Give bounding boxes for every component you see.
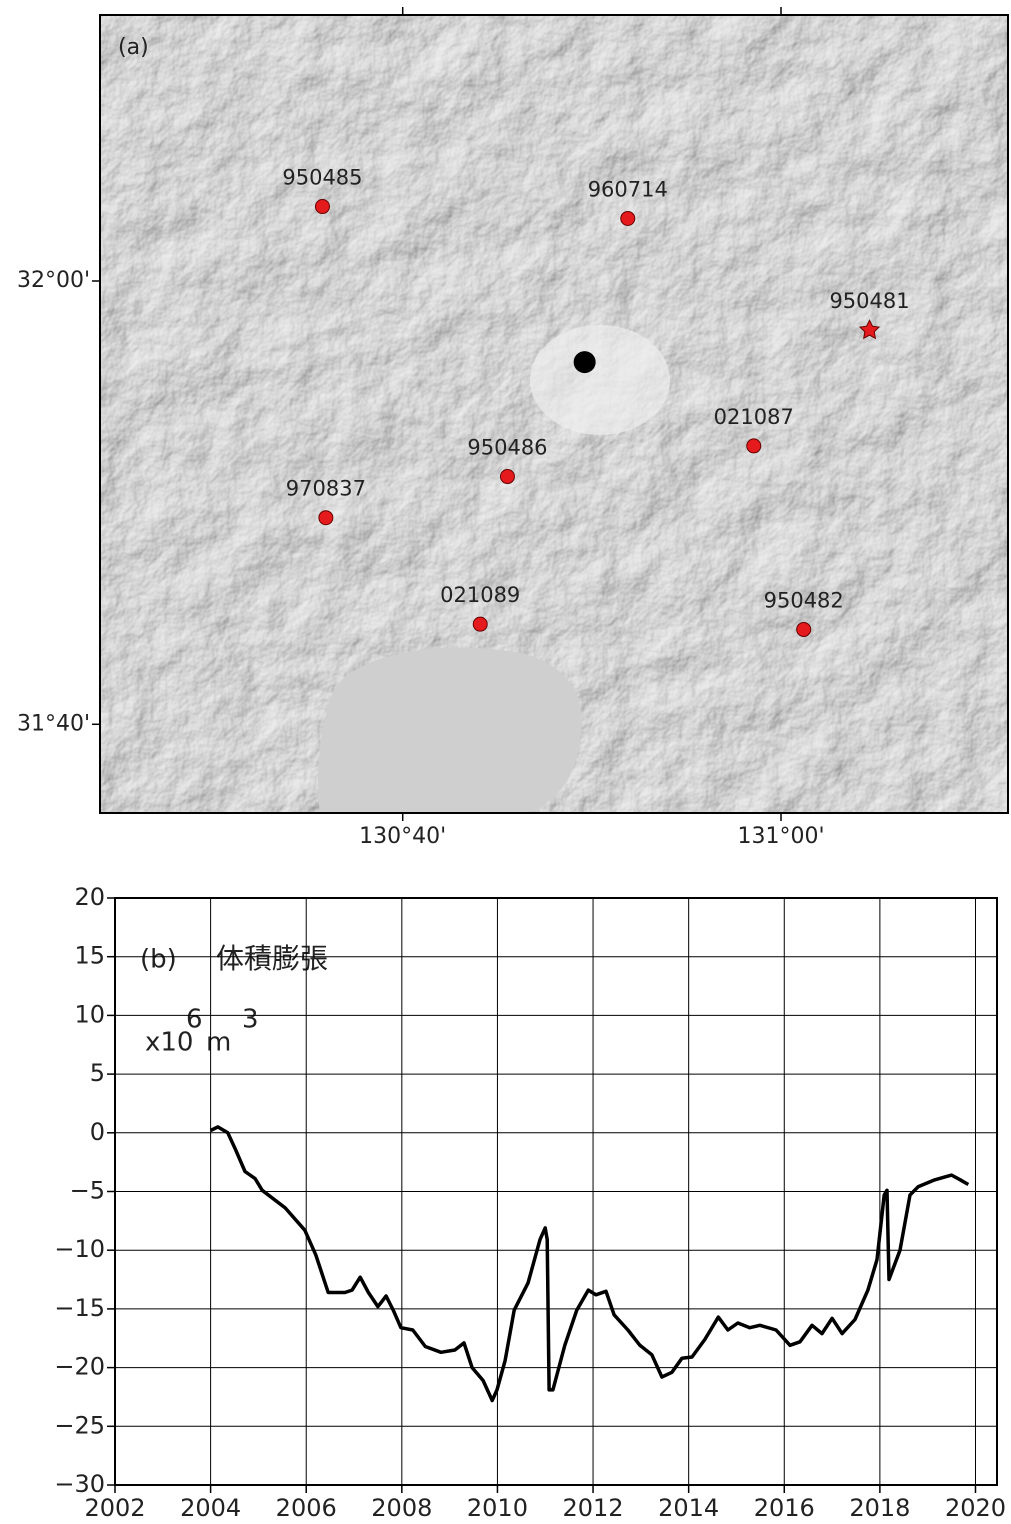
y-tick-label: 31°40' <box>17 711 90 736</box>
y-tick-label: −15 <box>54 1294 105 1322</box>
y-tick-label: −25 <box>54 1411 105 1439</box>
y-tick-label: −30 <box>54 1470 105 1498</box>
station-label: 950481 <box>829 289 909 313</box>
panel-label: (a) <box>118 35 149 60</box>
y-tick-label: 0 <box>90 1118 105 1146</box>
x-tick-label: 2002 <box>84 1494 145 1522</box>
x-tick-label: 130°40' <box>359 824 446 849</box>
x-tick-label: 2006 <box>276 1494 337 1522</box>
station-label: 021089 <box>440 583 520 607</box>
x-tick-label: 2010 <box>467 1494 528 1522</box>
y-tick-label: 5 <box>90 1059 105 1087</box>
x-tick-label: 2014 <box>658 1494 719 1522</box>
station-marker <box>500 470 514 484</box>
station-marker <box>747 439 761 453</box>
unit-exponent: 3 <box>242 1005 259 1035</box>
unit: m <box>206 1028 231 1058</box>
station-marker <box>473 617 487 631</box>
vent-marker <box>574 351 596 373</box>
station-marker <box>319 511 333 525</box>
map-background <box>100 15 1008 813</box>
station-label: 021087 <box>714 405 794 429</box>
station-label: 950485 <box>282 166 362 190</box>
station-label: 950482 <box>764 588 844 612</box>
station-marker <box>621 211 635 225</box>
y-tick-label: 10 <box>74 1000 105 1028</box>
x-tick-label: 131°00' <box>737 824 824 849</box>
data-line <box>211 1127 969 1401</box>
panel-label: (b) <box>140 945 177 975</box>
y-tick-label: −5 <box>70 1177 105 1205</box>
station-label: 960714 <box>588 177 668 201</box>
x-tick-label: 2016 <box>754 1494 815 1522</box>
x-tick-label: 2008 <box>371 1494 432 1522</box>
y-tick-label: −10 <box>54 1235 105 1263</box>
y-tick-label: −20 <box>54 1353 105 1381</box>
unit-exponent: 6 <box>186 1005 203 1035</box>
station-marker <box>797 622 811 636</box>
x-tick-label: 2004 <box>180 1494 241 1522</box>
station-label: 970837 <box>286 477 366 501</box>
y-tick-label: 32°00' <box>17 268 90 293</box>
figure: (a) (b) 体積膨張 x10 6 m 3 130°40'131°00'32°… <box>0 0 1011 1524</box>
y-tick-label: 20 <box>74 883 105 911</box>
x-tick-label: 2020 <box>945 1494 1006 1522</box>
y-tick-label: 15 <box>74 942 105 970</box>
volcano-area <box>530 325 670 435</box>
lake <box>318 647 582 813</box>
station-label: 950486 <box>467 436 547 460</box>
x-tick-label: 2012 <box>563 1494 624 1522</box>
station-marker <box>315 200 329 214</box>
annotation: 体積膨張 <box>216 942 328 975</box>
x-tick-label: 2018 <box>849 1494 910 1522</box>
